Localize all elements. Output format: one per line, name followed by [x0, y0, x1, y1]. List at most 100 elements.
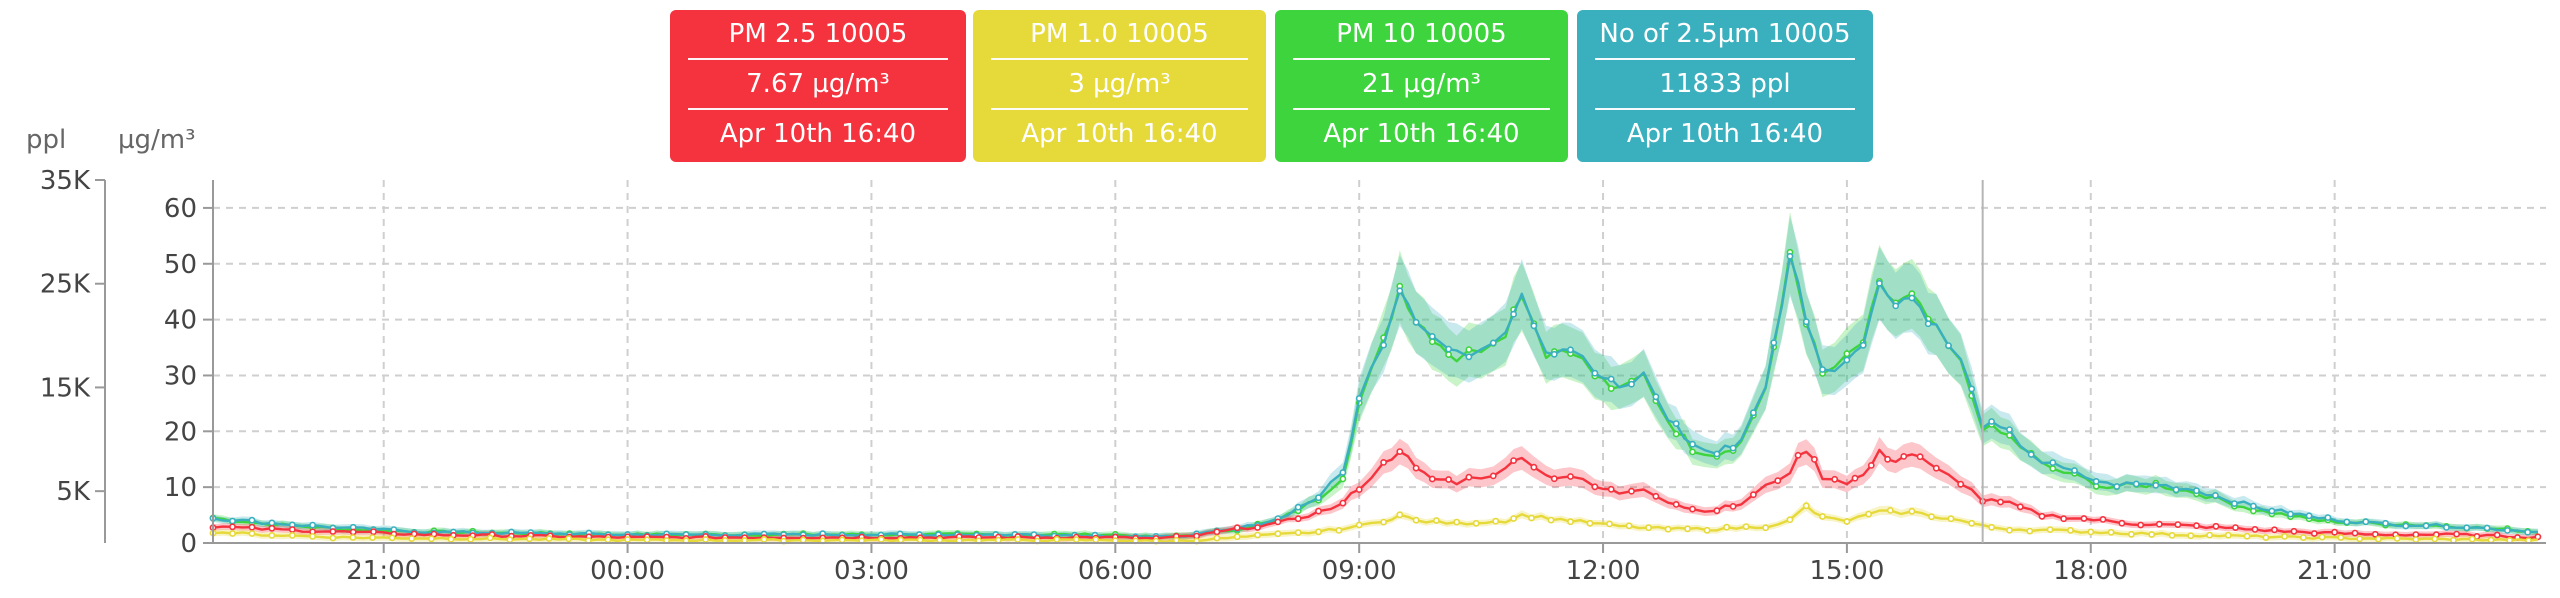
series-point: [288, 526, 296, 533]
series-point: [1428, 338, 1436, 346]
series-point: [1672, 430, 1680, 438]
tooltip-value: 7.67 µg/m³: [746, 69, 890, 99]
series-point: [1819, 366, 1826, 373]
tooltip-divider: [1293, 108, 1550, 110]
series-point: [1445, 345, 1452, 353]
series-point: [2206, 531, 2213, 539]
series-point: [2187, 532, 2195, 540]
series-point: [1586, 519, 1594, 527]
series-point: [229, 530, 236, 537]
series-point: [2212, 522, 2220, 530]
series-point: [1567, 518, 1574, 526]
series-point: [1928, 513, 1935, 521]
series-point: [2127, 530, 2135, 538]
x-axis-tick-label: 21:00: [2297, 556, 2372, 586]
x-axis-tick-label: 03:00: [834, 556, 909, 586]
series-point: [2006, 526, 2013, 534]
series-point: [2268, 507, 2276, 515]
series-point: [1652, 492, 1660, 500]
x-axis-tick-label: 12:00: [1566, 556, 1641, 586]
series-point: [2356, 535, 2364, 543]
series-point: [1988, 523, 1995, 531]
axes: 0 10 20 30 40 50 60 21:00 00:00 03:00 06:00 09:00 12…: [40, 166, 2546, 586]
series-point: [1750, 491, 1757, 499]
series-point: [1843, 518, 1851, 525]
series-point: [2412, 536, 2420, 543]
x-axis-tick-label: 09:00: [1322, 556, 1397, 586]
series-point: [1355, 486, 1363, 493]
tooltip-pm10: PM 10 10005 21 µg/m³ Apr 10th 16:40: [1275, 10, 1568, 162]
series-point: [838, 536, 846, 544]
series-point: [1957, 480, 1965, 488]
series-point: [2331, 528, 2338, 536]
tooltip-series-name: PM 2.5 10005: [728, 19, 908, 49]
tooltip-series-name: PM 1.0 10005: [1030, 19, 1209, 49]
series-point: [1843, 356, 1851, 364]
right-axis-unit: µg/m³: [118, 125, 196, 155]
series-point: [1465, 346, 1473, 353]
series-point: [1355, 394, 1363, 402]
series-point: [2249, 502, 2257, 510]
series-point: [1092, 536, 1100, 544]
series-point: [604, 536, 612, 544]
left-axis-tick-label: 25K: [40, 270, 91, 300]
series-point: [2287, 510, 2294, 518]
series-point: [2281, 533, 2288, 540]
series-point: [2442, 524, 2450, 531]
series-point: [1723, 523, 1730, 531]
series-point: [1811, 455, 1818, 463]
series-point: [2067, 526, 2074, 534]
series-point: [2487, 536, 2495, 544]
series-point: [1876, 279, 1883, 287]
tooltip-value: 11833 ppl: [1659, 69, 1791, 99]
tooltip-series-name: No of 2.5µm 10005: [1599, 19, 1851, 49]
series-point: [1547, 516, 1555, 524]
series-point: [565, 535, 573, 543]
series-point: [2107, 528, 2115, 536]
series-point: [2343, 518, 2351, 526]
series-point: [427, 535, 435, 543]
series-point: [2232, 524, 2239, 531]
series-bands: [213, 211, 2538, 543]
series-point: [486, 534, 494, 542]
series-point: [2230, 500, 2238, 507]
series-point: [2393, 535, 2401, 542]
series-point: [2016, 503, 2024, 511]
series-point: [1892, 302, 1900, 310]
series-point: [1274, 518, 1282, 526]
series-point: [309, 521, 316, 529]
series-point: [1510, 310, 1517, 318]
series-point: [1412, 464, 1420, 472]
series-point: [545, 535, 553, 542]
series-point: [2080, 515, 2088, 522]
series-point: [229, 523, 236, 531]
series-point: [1591, 483, 1599, 491]
series-point: [1997, 498, 2004, 506]
series-point: [1625, 522, 1633, 530]
series-point: [2524, 528, 2532, 536]
series-point: [877, 536, 885, 543]
series-point: [2113, 483, 2121, 490]
series-point: [2382, 519, 2389, 527]
series-point: [1628, 380, 1635, 388]
series-point: [2137, 521, 2145, 529]
series-point: [1770, 339, 1778, 347]
series-point: [1786, 516, 1794, 524]
series-point: [526, 535, 533, 543]
series-point: [2071, 467, 2078, 474]
tooltip-divider: [688, 58, 948, 60]
tooltip-time: Apr 10th 16:40: [1323, 119, 1520, 149]
series-point: [2026, 527, 2034, 535]
series-point: [624, 536, 631, 543]
tooltip-value: 3 µg/m³: [1068, 69, 1171, 99]
series-point: [2049, 465, 2057, 472]
series-point: [936, 536, 944, 544]
tooltip-divider: [1293, 58, 1550, 60]
right-axis-tick-label: 20: [164, 417, 197, 447]
series-point: [2168, 532, 2176, 539]
series-point: [1703, 526, 1711, 534]
series-point: [1916, 453, 1924, 461]
series-point: [1786, 252, 1794, 260]
series-point: [1628, 487, 1635, 495]
